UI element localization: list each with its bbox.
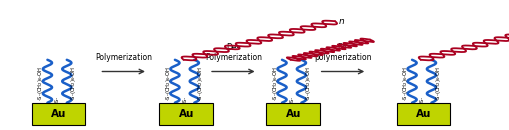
Text: De-
Polymerization: De- Polymerization: [205, 43, 261, 62]
Text: -S-: -S-: [182, 96, 187, 103]
Text: Au: Au: [415, 109, 430, 119]
Text: Au: Au: [178, 109, 193, 119]
Text: -S-: -S-: [55, 96, 60, 103]
Text: -S-: -S-: [289, 96, 294, 103]
Text: Polymerization: Polymerization: [95, 53, 152, 62]
Text: -S-(CH$_2$)$_6$-OH: -S-(CH$_2$)$_6$-OH: [433, 66, 442, 101]
Text: Au: Au: [285, 109, 300, 119]
Text: n: n: [338, 17, 344, 26]
Bar: [159, 103, 213, 125]
Bar: [266, 103, 320, 125]
Text: -S-(CH$_2$)$_6$-OH: -S-(CH$_2$)$_6$-OH: [400, 66, 409, 101]
Text: -S-(CH$_2$)$_6$-OH: -S-(CH$_2$)$_6$-OH: [196, 66, 205, 101]
Text: -S-(CH$_2$)$_6$-OH: -S-(CH$_2$)$_6$-OH: [69, 66, 78, 101]
Text: Re-
polymerization: Re- polymerization: [314, 43, 371, 62]
Text: -S-(CH$_2$)$_6$-OH: -S-(CH$_2$)$_6$-OH: [163, 66, 173, 101]
Text: -S-: -S-: [419, 96, 424, 103]
Text: -S-(CH$_2$)$_6$-OH: -S-(CH$_2$)$_6$-OH: [270, 66, 279, 101]
Text: Au: Au: [51, 109, 66, 119]
Text: -S-(CH$_2$)$_6$-OH: -S-(CH$_2$)$_6$-OH: [303, 66, 312, 101]
Bar: [396, 103, 449, 125]
Text: -S-(CH$_2$)$_6$-OH: -S-(CH$_2$)$_6$-OH: [36, 66, 45, 101]
Bar: [32, 103, 86, 125]
